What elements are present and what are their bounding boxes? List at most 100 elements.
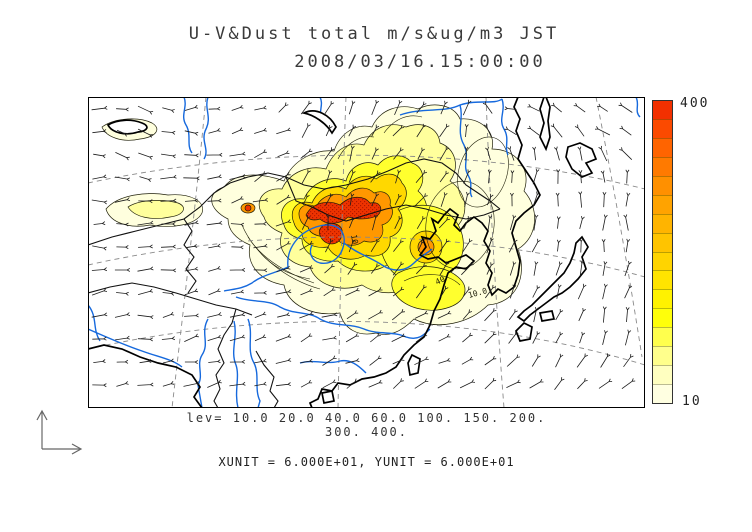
colorbar-max-label: 400 [680, 96, 710, 111]
colorbar-segment [653, 308, 672, 328]
wind-arrow [348, 100, 356, 115]
wind-arrow [254, 334, 267, 342]
wind-arrow [345, 358, 360, 364]
wind-arrow [299, 240, 314, 251]
wind-arrow [440, 192, 448, 207]
wind-arrow [527, 125, 540, 136]
wind-arrow [598, 145, 608, 162]
wind-arrow [229, 151, 246, 157]
wind-arrow [485, 146, 491, 161]
wind-arrow [160, 244, 176, 249]
wind-arrow [349, 216, 356, 229]
wind-arrow [276, 265, 291, 272]
wind-arrow [625, 307, 630, 323]
wind-arrow [326, 169, 333, 184]
wind-arrow [439, 170, 449, 183]
wind-arrow [579, 238, 584, 253]
wind-arrow [322, 355, 337, 366]
wind-arrow [602, 283, 608, 300]
wind-arrow [253, 268, 268, 273]
wind-arrow [115, 335, 130, 341]
wind-arrow [301, 215, 311, 230]
colorbar-min-label: 10 [682, 394, 702, 409]
wind-arrow [184, 313, 199, 318]
wind-arrow [486, 237, 494, 254]
wind-arrow [207, 174, 222, 180]
wind-arrow [464, 191, 470, 208]
wind-arrow [349, 145, 355, 162]
wind-arrow [394, 100, 403, 116]
wind-arrow [484, 377, 497, 390]
wind-arrow [463, 286, 472, 297]
wind-arrow [486, 193, 494, 206]
wind-arrow [531, 354, 541, 367]
wind-arrow [597, 103, 608, 112]
wind-arrow [594, 126, 611, 136]
wind-arrow [509, 192, 514, 207]
wind-arrow [139, 358, 152, 364]
wind-arrow [574, 124, 585, 137]
wind-arrow [504, 126, 517, 136]
wind-arrow [161, 153, 176, 159]
wind-arrow [160, 268, 177, 273]
wind-arrow [507, 146, 515, 161]
wind-arrow [208, 128, 221, 134]
wind-arrow [322, 379, 337, 389]
wind-arrow [573, 102, 586, 113]
wind-arrow [138, 244, 153, 249]
wind-arrow [184, 360, 198, 365]
wind-arrow [300, 288, 313, 296]
wind-arrow [162, 358, 175, 364]
wind-arrow [439, 123, 450, 138]
wind-arrow [231, 127, 244, 135]
wind-arrow [184, 220, 199, 226]
wind-arrow [533, 214, 539, 231]
wind-arrow [602, 306, 607, 323]
wind-arrow [276, 127, 291, 135]
wind-arrow [600, 170, 606, 183]
wind-arrow [578, 170, 583, 184]
wind-arrow [578, 191, 583, 208]
wind-arrow [183, 381, 200, 387]
wind-arrow [207, 198, 222, 203]
wind-arrow [484, 284, 496, 299]
wind-arrow [207, 312, 222, 318]
wind-arrow [623, 214, 629, 231]
wind-arrow [504, 106, 517, 111]
wind-arrow [324, 101, 335, 115]
wind-arrow [510, 170, 515, 183]
wind-arrow [506, 354, 520, 367]
wind-arrow [624, 260, 632, 277]
wind-arrow [160, 174, 177, 180]
wind-arrow [624, 284, 633, 299]
colorbar [652, 100, 673, 404]
wind-vectors-layer [91, 99, 636, 390]
wind-arrow [208, 106, 221, 111]
wind-arrow [416, 216, 426, 230]
wind-arrow [395, 169, 402, 184]
country-borders-layer [88, 158, 501, 408]
wind-arrow [275, 219, 292, 227]
wind-arrow [619, 147, 633, 160]
wind-arrow [184, 130, 199, 136]
wind-arrow [555, 353, 564, 368]
wind-arrow [439, 146, 450, 161]
wind-arrow [416, 101, 427, 114]
wind-arrow [625, 238, 631, 253]
wind-arrow [415, 284, 427, 299]
wind-arrow [579, 215, 585, 230]
wind-arrow [162, 291, 175, 296]
wind-arrow [555, 192, 560, 207]
wind-arrow [230, 222, 245, 227]
wind-arrow [509, 214, 517, 231]
colorbar-segment [653, 101, 672, 119]
wind-arrow [207, 379, 222, 388]
wind-arrow [116, 107, 129, 112]
wind-arrow [300, 100, 312, 115]
wind-arrow [208, 288, 221, 296]
wind-arrow [277, 312, 290, 318]
wind-arrow [625, 192, 631, 207]
wind-arrow [278, 102, 289, 113]
wind-arrow [439, 261, 450, 276]
